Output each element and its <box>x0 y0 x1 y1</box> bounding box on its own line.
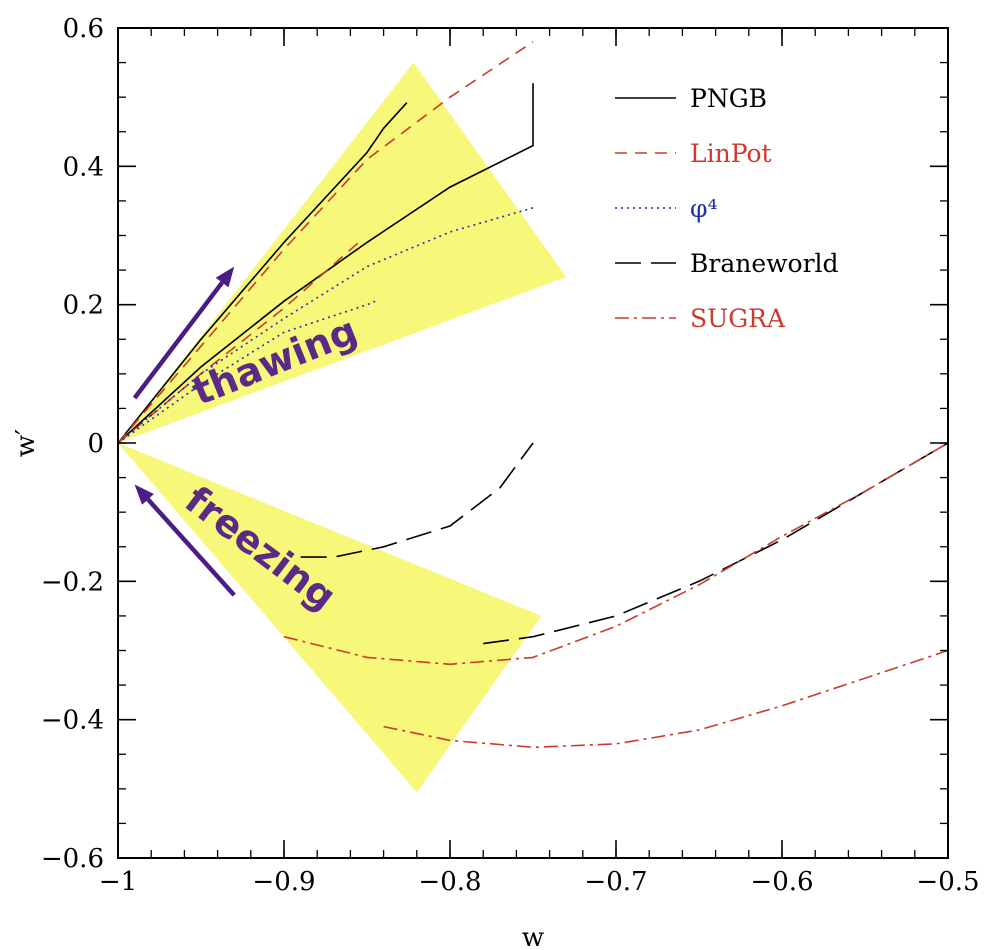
legend-item: Braneworld <box>615 249 839 278</box>
series-line-8 <box>283 442 949 666</box>
series-line-6 <box>300 442 534 558</box>
legend-item: LinPot <box>615 139 772 168</box>
y-tick-label: −0.2 <box>41 567 104 597</box>
x-tick-label: −1 <box>99 867 137 897</box>
series-line-5 <box>117 300 376 444</box>
thawing-arrow <box>132 266 235 400</box>
x-tick-label: −0.7 <box>584 867 647 897</box>
region-freezing <box>118 443 542 793</box>
legend-item: SUGRA <box>615 304 786 333</box>
legend-label: φ⁴ <box>690 194 718 223</box>
region-thawing <box>118 62 567 443</box>
x-axis-title: w <box>522 923 544 950</box>
series-line-2 <box>117 41 534 444</box>
x-tick-label: −0.8 <box>418 867 481 897</box>
x-tick-label: −0.5 <box>916 867 979 897</box>
freezing-arrow <box>134 484 236 597</box>
y-tick-label: 0.2 <box>63 291 104 321</box>
legend-item: φ⁴ <box>615 194 718 223</box>
y-tick-label: −0.4 <box>41 706 104 736</box>
series-line-1 <box>117 83 534 444</box>
axes-layer: −1 −0.9 −0.8 −0.7 −0.6 −0.5 −0.6 −0.4 −0.2 0 0.2 0.… <box>41 14 980 897</box>
series-line-9 <box>383 649 949 749</box>
y-axis-title: w′ <box>11 429 41 457</box>
y-tick-label: 0.6 <box>63 14 104 44</box>
series-line-0 <box>117 102 408 444</box>
legend-label: Braneworld <box>690 249 839 278</box>
series-line-7 <box>483 442 949 645</box>
y-tick-label: 0.4 <box>63 152 104 182</box>
legend: PNGB LinPot φ⁴ Braneworld SUGRA <box>615 84 839 333</box>
y-tick-label: 0 <box>87 429 104 459</box>
series-line-4 <box>117 207 534 444</box>
series-layer <box>117 41 949 749</box>
legend-label: PNGB <box>690 84 767 113</box>
y-tick-label: −0.6 <box>41 844 104 874</box>
series-line-3 <box>117 241 360 444</box>
arrows-layer <box>132 266 236 597</box>
legend-label: LinPot <box>690 139 772 168</box>
legend-item: PNGB <box>615 84 767 113</box>
x-tick-label: −0.6 <box>750 867 813 897</box>
regions-layer <box>118 62 567 793</box>
x-tick-label: −0.9 <box>252 867 315 897</box>
legend-label: SUGRA <box>690 304 786 333</box>
